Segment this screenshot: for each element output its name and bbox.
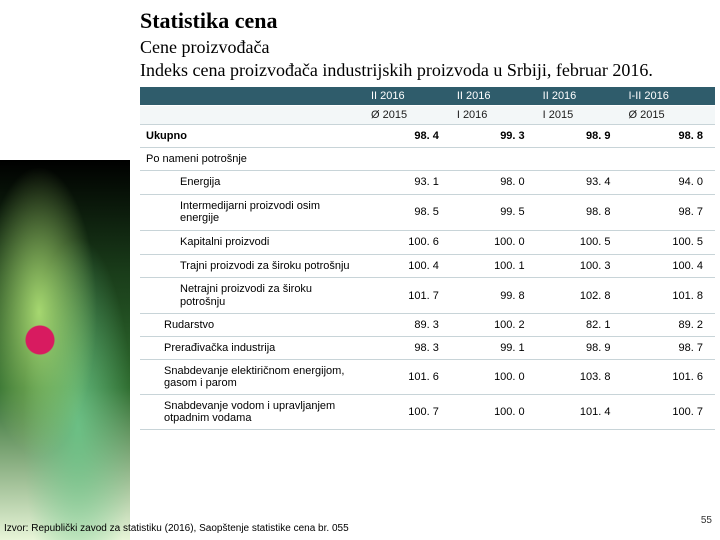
cell-value: [537, 148, 623, 171]
cell-value: 101. 6: [365, 360, 451, 395]
cell-value: 101. 8: [622, 278, 715, 314]
cell-value: 98. 9: [537, 125, 623, 148]
table-row: Snabdevanje elektiričnom energijom, gaso…: [140, 360, 715, 395]
cell-value: 89. 2: [622, 314, 715, 337]
cell-value: 94. 0: [622, 171, 715, 195]
data-table: II 2016 II 2016 II 2016 I-II 2016 Ø 2015…: [140, 87, 715, 430]
page-number: 55: [701, 515, 712, 526]
subheader-col-2: I 2016: [451, 106, 537, 125]
subheader-col-3: I 2015: [537, 106, 623, 125]
header-col-3: II 2016: [537, 87, 623, 106]
header-col-2: II 2016: [451, 87, 537, 106]
cell-value: 100. 7: [365, 395, 451, 430]
subheader-blank: [140, 106, 365, 125]
row-label: Prerađivačka industrija: [140, 337, 365, 360]
row-label: Trajni proizvodi za široku potrošnju: [140, 254, 365, 278]
cell-value: 100. 5: [537, 230, 623, 254]
cell-value: 101. 6: [622, 360, 715, 395]
cell-value: 93. 1: [365, 171, 451, 195]
cell-value: 98. 4: [365, 125, 451, 148]
header-col-4: I-II 2016: [622, 87, 715, 106]
cell-value: 98. 7: [622, 337, 715, 360]
subheader-col-4: Ø 2015: [622, 106, 715, 125]
cell-value: 103. 8: [537, 360, 623, 395]
cell-value: 98. 3: [365, 337, 451, 360]
cell-value: 100. 7: [622, 395, 715, 430]
header-blank: [140, 87, 365, 106]
cell-value: 100. 6: [365, 230, 451, 254]
cell-value: [451, 148, 537, 171]
table-row: Energija93. 198. 093. 494. 0: [140, 171, 715, 195]
table-header-row-1: II 2016 II 2016 II 2016 I-II 2016: [140, 87, 715, 106]
cell-value: 100. 0: [451, 395, 537, 430]
slide-content: Statistika cena Cene proizvođača Indeks c…: [0, 0, 720, 430]
page-title: Statistika cena: [140, 8, 720, 34]
row-label: Snabdevanje vodom i upravljanjem otpadni…: [140, 395, 365, 430]
cell-value: 98. 0: [451, 171, 537, 195]
table-row: Kapitalni proizvodi100. 6100. 0100. 5100…: [140, 230, 715, 254]
table-row: Snabdevanje vodom i upravljanjem otpadni…: [140, 395, 715, 430]
cell-value: 102. 8: [537, 278, 623, 314]
cell-value: 89. 3: [365, 314, 451, 337]
cell-value: 99. 8: [451, 278, 537, 314]
cell-value: 98. 8: [622, 125, 715, 148]
cell-value: 93. 4: [537, 171, 623, 195]
cell-value: 98. 5: [365, 194, 451, 230]
cell-value: 100. 3: [537, 254, 623, 278]
subtitle-line: Indeks cena proizvođača industrijskih pr…: [140, 60, 653, 80]
table-row: Trajni proizvodi za široku potrošnju100.…: [140, 254, 715, 278]
cell-value: 100. 0: [451, 360, 537, 395]
cell-value: 101. 7: [365, 278, 451, 314]
table-header-row-2: Ø 2015 I 2016 I 2015 Ø 2015: [140, 106, 715, 125]
row-label: Rudarstvo: [140, 314, 365, 337]
cell-value: 100. 1: [451, 254, 537, 278]
cell-value: 100. 4: [622, 254, 715, 278]
table-row: Netrajni proizvodi za široku potrošnju10…: [140, 278, 715, 314]
cell-value: 100. 2: [451, 314, 537, 337]
row-label: Intermedijarni proizvodi osim energije: [140, 194, 365, 230]
source-citation: Izvor: Republički zavod za statistiku (2…: [4, 523, 349, 534]
row-label: Kapitalni proizvodi: [140, 230, 365, 254]
cell-value: 98. 7: [622, 194, 715, 230]
cell-value: 99. 1: [451, 337, 537, 360]
cell-value: [622, 148, 715, 171]
table-row: Prerađivačka industrija98. 399. 198. 998…: [140, 337, 715, 360]
cell-value: 99. 5: [451, 194, 537, 230]
cell-value: 101. 4: [537, 395, 623, 430]
cell-value: [365, 148, 451, 171]
page-subtitle: Cene proizvođača Indeks cena proizvođača …: [140, 36, 720, 81]
table-row: Po nameni potrošnje: [140, 148, 715, 171]
subtitle-line: Cene proizvođača: [140, 37, 269, 57]
cell-value: 99. 3: [451, 125, 537, 148]
row-label: Energija: [140, 171, 365, 195]
cell-value: 98. 9: [537, 337, 623, 360]
row-label: Netrajni proizvodi za široku potrošnju: [140, 278, 365, 314]
table-row: Ukupno98. 499. 398. 998. 8: [140, 125, 715, 148]
cell-value: 100. 4: [365, 254, 451, 278]
subheader-col-1: Ø 2015: [365, 106, 451, 125]
header-col-1: II 2016: [365, 87, 451, 106]
table-row: Rudarstvo89. 3100. 282. 189. 2: [140, 314, 715, 337]
row-label: Ukupno: [140, 125, 365, 148]
cell-value: 100. 0: [451, 230, 537, 254]
table-row: Intermedijarni proizvodi osim energije98…: [140, 194, 715, 230]
cell-value: 98. 8: [537, 194, 623, 230]
cell-value: 82. 1: [537, 314, 623, 337]
cell-value: 100. 5: [622, 230, 715, 254]
row-label: Snabdevanje elektiričnom energijom, gaso…: [140, 360, 365, 395]
row-label: Po nameni potrošnje: [140, 148, 365, 171]
